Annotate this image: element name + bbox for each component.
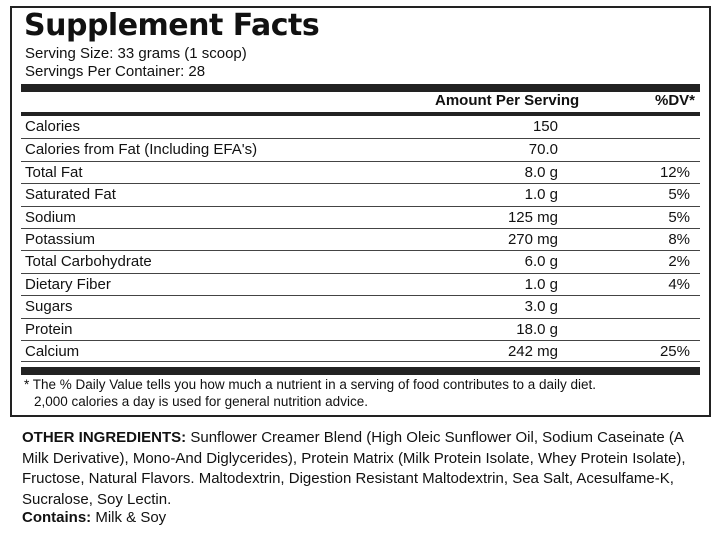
nutrient-name: Sodium [25,208,76,226]
nutrient-row: Calcium 242 mg 25% [21,339,700,363]
contains-statement: Contains: Milk & Soy [22,509,166,527]
nutrient-row: Total Carbohydrate 6.0 g 2% [21,250,700,272]
nutrient-name: Protein [25,320,73,338]
supplement-facts-panel: Supplement Facts Serving Size: 33 grams … [10,6,711,417]
footnote-line-2: 2,000 calories a day is used for general… [34,394,368,409]
nutrient-name: Sugars [25,298,73,316]
other-ingredients-label: OTHER INGREDIENTS: [22,429,187,446]
nutrient-dv: 4% [668,275,690,293]
divider-thick [21,84,700,92]
other-ingredients-text: Sunflower Creamer Blend (High Oleic Sunf… [22,429,686,508]
footnote-line-1: * The % Daily Value tells you how much a… [24,377,597,392]
nutrient-amount: 242 mg [507,342,558,360]
nutrient-row: Potassium 270 mg 8% [21,227,700,250]
nutrient-row: Sodium 125 mg 5% [21,205,700,228]
nutrient-name: Calcium [25,342,80,360]
nutrient-row: Protein 18.0 g [21,317,700,340]
nutrient-row: Calories from Fat (Including EFA's) 70.0 [21,138,700,160]
divider-header [21,112,700,116]
nutrient-amount: 6.0 g [524,253,558,271]
nutrient-row: Total Fat 8.0 g 12% [21,160,700,183]
contains-label: Contains: [22,509,92,526]
nutrient-amount: 8.0 g [524,163,558,181]
header-amount-per-serving: Amount Per Serving [435,92,580,109]
nutrient-amount: 3.0 g [524,298,558,316]
nutrient-row: Dietary Fiber 1.0 g 4% [21,272,700,295]
nutrient-dv: 8% [668,230,690,248]
nutrient-dv: 5% [668,208,690,226]
nutrient-name: Calories from Fat (Including EFA's) [25,141,258,159]
nutrient-amount: 1.0 g [524,186,558,204]
nutrient-name: Total Fat [25,163,83,181]
nutrient-dv: 2% [668,253,690,271]
other-ingredients: OTHER INGREDIENTS: Sunflower Creamer Ble… [22,428,702,510]
nutrient-row: Saturated Fat 1.0 g 5% [21,183,700,205]
divider-thick-bottom [21,367,700,375]
nutrient-row: Sugars 3.0 g [21,295,700,317]
nutrient-name: Dietary Fiber [25,275,111,293]
contains-text: Milk & Soy [91,509,167,526]
nutrient-name: Calories [25,118,81,135]
nutrient-row: Calories 150 [21,116,700,138]
nutrient-amount: 70.0 [528,141,558,159]
nutrient-dv: 12% [659,163,690,181]
panel-title: Supplement Facts [24,8,320,43]
servings-per-container: Servings Per Container: 28 [25,63,206,80]
nutrient-rows: Calories 150 Calories from Fat (Including … [21,116,700,363]
nutrient-amount: 125 mg [507,208,558,226]
nutrient-dv: 25% [659,342,690,360]
nutrient-amount: 1.0 g [524,275,558,293]
nutrient-amount: 150 [532,118,558,135]
nutrient-amount: 270 mg [507,230,558,248]
nutrient-name: Saturated Fat [25,186,116,204]
nutrient-name: Total Carbohydrate [25,253,152,271]
serving-size: Serving Size: 33 grams (1 scoop) [25,45,247,62]
nutrient-name: Potassium [25,230,96,248]
header-daily-value: %DV* [655,92,696,109]
nutrient-amount: 18.0 g [516,320,558,338]
nutrient-dv: 5% [668,186,690,204]
